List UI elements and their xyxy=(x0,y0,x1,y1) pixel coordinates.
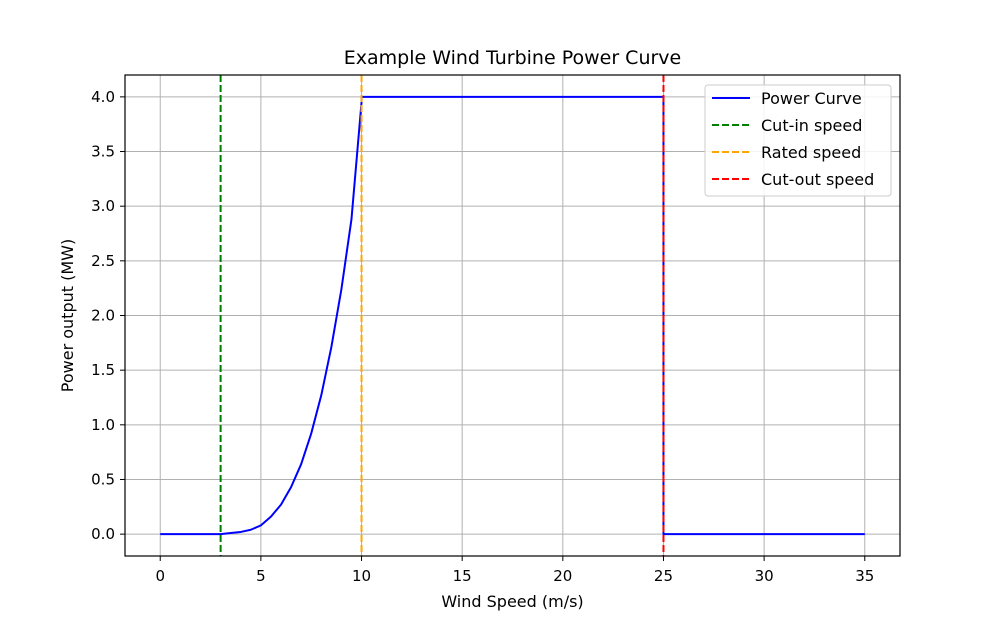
y-tick-label: 2.5 xyxy=(91,252,115,270)
y-tick-label: 3.0 xyxy=(91,197,115,215)
legend-box xyxy=(704,84,892,197)
x-tick-label: 30 xyxy=(755,567,774,585)
x-tick-label: 10 xyxy=(352,567,371,585)
ticks: 0 5 10 15 20 25 30 35 0.0 0.5 1.0 1.5 2.0 2.5 3.0 3.5 4.… xyxy=(91,88,874,585)
x-axis-label: Wind Speed (m/s) xyxy=(441,592,583,611)
legend-label: Rated speed xyxy=(761,143,861,162)
y-tick-label: 4.0 xyxy=(91,88,115,106)
legend-label: Cut-out speed xyxy=(761,170,874,189)
x-tick-label: 35 xyxy=(855,567,874,585)
y-tick-label: 0.0 xyxy=(91,525,115,543)
legend: Power Curve Cut-in speed Rated speed Cut-ou… xyxy=(704,84,892,197)
legend-label: Cut-in speed xyxy=(761,116,862,135)
x-tick-label: 0 xyxy=(155,567,165,585)
legend-label: Power Curve xyxy=(761,89,862,108)
x-tick-label: 20 xyxy=(553,567,572,585)
chart-title: Example Wind Turbine Power Curve xyxy=(344,47,681,69)
x-tick-label: 25 xyxy=(654,567,673,585)
y-tick-label: 2.0 xyxy=(91,307,115,325)
series-layer xyxy=(160,75,865,556)
y-axis-label: Power output (MW) xyxy=(58,239,77,392)
x-tick-label: 5 xyxy=(256,567,266,585)
y-tick-label: 0.5 xyxy=(91,470,115,488)
y-tick-label: 1.0 xyxy=(91,416,115,434)
y-tick-label: 1.5 xyxy=(91,361,115,379)
x-tick-label: 15 xyxy=(453,567,472,585)
y-tick-label: 3.5 xyxy=(91,143,115,161)
